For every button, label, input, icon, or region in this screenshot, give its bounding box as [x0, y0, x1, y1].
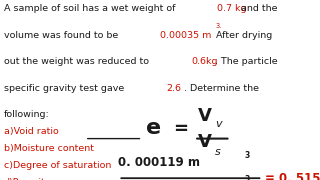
Text: d)Porosity: d)Porosity: [4, 178, 51, 180]
Text: e: e: [146, 118, 161, 138]
Text: . Determine the: . Determine the: [184, 84, 259, 93]
Text: volume was found to be: volume was found to be: [4, 31, 121, 40]
Text: b)Moisture content: b)Moisture content: [4, 144, 94, 153]
Text: A sample of soil has a wet weight of: A sample of soil has a wet weight of: [4, 4, 178, 13]
Text: 3.: 3.: [216, 23, 222, 29]
Text: . The particle: . The particle: [214, 57, 277, 66]
Text: 0.00035 m: 0.00035 m: [160, 31, 212, 40]
Text: following:: following:: [4, 110, 50, 119]
Text: v: v: [215, 119, 222, 129]
Text: V: V: [198, 133, 212, 151]
Text: 2.6: 2.6: [166, 84, 181, 93]
Text: 3: 3: [245, 175, 250, 180]
Text: 0.7 kg: 0.7 kg: [218, 4, 247, 13]
Text: After drying: After drying: [213, 31, 273, 40]
Text: = 0. 515: = 0. 515: [265, 172, 320, 180]
Text: out the weight was reduced to: out the weight was reduced to: [4, 57, 152, 66]
Text: c)Degree of saturation: c)Degree of saturation: [4, 161, 111, 170]
Text: V: V: [198, 107, 212, 125]
Text: 0.6kg: 0.6kg: [191, 57, 218, 66]
Text: a)Void ratio: a)Void ratio: [4, 127, 59, 136]
Text: specific gravity test gave: specific gravity test gave: [4, 84, 127, 93]
Text: 0. 000119 m: 0. 000119 m: [118, 156, 200, 170]
Text: 3: 3: [245, 151, 250, 160]
Text: s: s: [215, 147, 221, 157]
Text: =: =: [173, 120, 188, 138]
Text: and the: and the: [238, 4, 277, 13]
